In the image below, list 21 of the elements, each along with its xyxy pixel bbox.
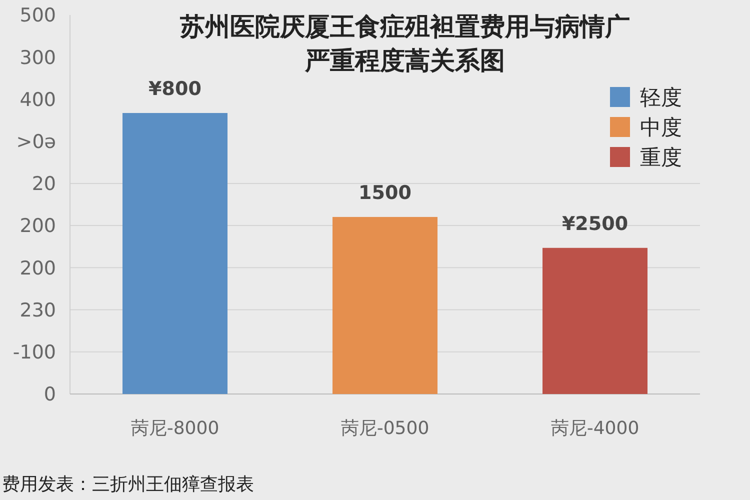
text: 0	[44, 384, 56, 406]
legend-label: 中度	[640, 115, 682, 140]
x-tick-label: 苪尼-8000	[130, 418, 220, 439]
x-tick-label: 苪尼-4000	[550, 418, 640, 439]
text: >0ə	[16, 130, 56, 153]
text: 1500	[358, 182, 412, 204]
text: 200	[20, 215, 56, 238]
text: ¥2500	[562, 212, 628, 235]
text: ¥800	[148, 78, 202, 100]
text: 300	[20, 46, 56, 69]
text: 400	[20, 88, 56, 111]
text: 费用发表：三折州王佃獐查报表	[2, 474, 254, 495]
text: 20	[32, 173, 56, 196]
text: -100	[12, 342, 56, 364]
chart-title: 苏州医院厌厦王食症殂袒置费用与病情广严重程度蒿关系图	[179, 12, 630, 75]
x-tick-label: 苪尼-0500	[340, 418, 430, 439]
legend-label: 轻度	[640, 85, 682, 110]
legend-label: 重度	[640, 145, 682, 170]
text: 230	[20, 299, 56, 322]
text: 200	[20, 257, 56, 280]
text: 500	[20, 4, 56, 27]
